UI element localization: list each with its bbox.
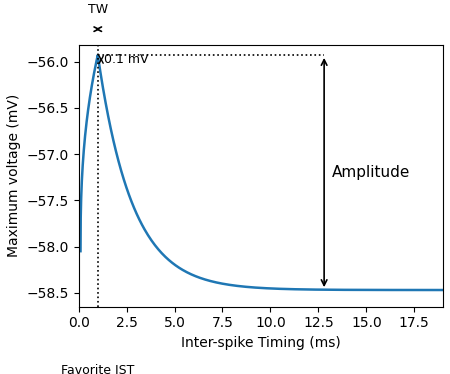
X-axis label: Inter-spike Timing (ms): Inter-spike Timing (ms) (181, 336, 341, 350)
Text: Amplitude: Amplitude (332, 165, 410, 180)
Text: Favorite IST: Favorite IST (61, 364, 135, 374)
Text: TW: TW (88, 3, 108, 16)
Y-axis label: Maximum voltage (mV): Maximum voltage (mV) (7, 94, 21, 257)
Text: 0.1 mV: 0.1 mV (104, 53, 148, 66)
